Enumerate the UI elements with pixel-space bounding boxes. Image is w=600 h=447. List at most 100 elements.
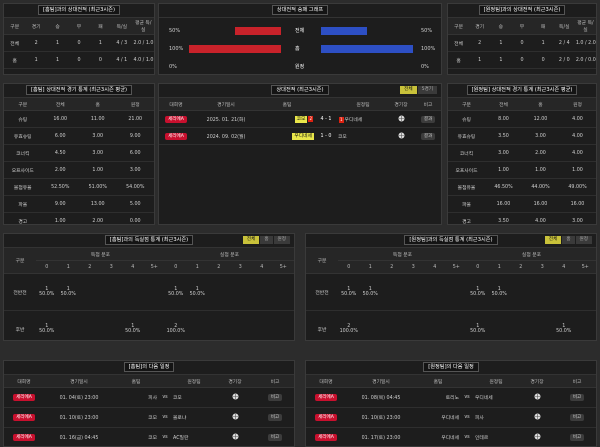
cell: 51.00% — [79, 178, 117, 196]
cell: 전체 — [448, 34, 470, 52]
cell: 0 — [68, 68, 90, 74]
tab[interactable]: 원정 — [575, 236, 592, 244]
cell: 1 — [46, 51, 69, 69]
goals-table: 구분 득점 분포 실점 분포 0 1 2 3 4 5+ 0 1 2 3 4 5+ 전반전 1 50.0% 1 50.0… — [4, 248, 294, 340]
stadium-icon[interactable] — [398, 115, 405, 122]
goals-row: 후반 2 100.0% 1 50.0% 1 50.0% — [306, 310, 596, 340]
percent: 50.0% — [491, 292, 507, 297]
cell: 1.00 — [522, 161, 559, 179]
count: 1 — [476, 286, 480, 292]
goal-cell: 1 50.0% — [488, 273, 510, 311]
row: 오프사이드 1.00 1.00 1.00 — [448, 161, 596, 179]
stadium-icon[interactable] — [232, 393, 239, 400]
goal-cell — [229, 310, 251, 340]
cell: 0 — [511, 68, 533, 74]
header-row: 구분 경기 승 무 패 득/실 평균 득/실 — [4, 18, 154, 35]
row: 코너킥 3.00 2.00 4.00 — [448, 144, 596, 162]
cell — [216, 427, 254, 446]
column-header: 원정팀 — [474, 375, 518, 388]
column-header: 원정팀 — [337, 98, 389, 111]
row: 원정10010 / 40.0 / 4.0 — [448, 68, 596, 74]
home-team: 우디네세 — [416, 427, 460, 446]
cell: 2 / 4 — [553, 34, 575, 52]
stadium-icon[interactable] — [534, 433, 541, 440]
note-button[interactable]: 비고 — [267, 434, 283, 441]
header-row: 대회명 경기일시 홈팀 원정팀 경기장 비고 — [159, 98, 441, 111]
bucket: 3 — [100, 260, 122, 274]
tab[interactable]: 전체 — [400, 86, 417, 94]
column-header: 구분 — [4, 98, 42, 111]
stadium-icon[interactable] — [534, 393, 541, 400]
stadium-icon[interactable] — [398, 132, 405, 139]
cell: 4.0 / 1.0 — [132, 51, 154, 69]
match-row: 세리에A 01. 10(토) 23:00 코모 vs 볼로냐 비고 — [4, 407, 294, 428]
panel-title: [원정팀]의 다음 일정 — [423, 362, 479, 372]
note-button[interactable]: 비고 — [267, 414, 283, 421]
column-header: 홈팀 — [114, 375, 158, 388]
h2h-matches-panel: 상대전적 (최근3시즌) 전체 5경기 대회명 경기일시 홈팀 원정팀 경기장 비고 세리에A 20… — [158, 83, 442, 225]
tab[interactable]: 전체 — [544, 236, 562, 244]
stats-table: 구분 경기 승 무 패 득/실 평균 득/실 전체 2 1 0 1 4 / 3 2.0 / 1.0 홈 1 1 0… — [4, 18, 154, 74]
note-button[interactable]: 비고 — [569, 414, 585, 421]
count: 1 — [131, 323, 135, 329]
goal-cell — [208, 310, 230, 340]
column-header: 패 — [532, 18, 554, 35]
bucket: 5+ — [445, 260, 467, 274]
home-team: 코모 — [114, 407, 158, 428]
tab[interactable]: 전체 — [242, 236, 260, 244]
bucket: 0 — [36, 260, 58, 274]
note-button[interactable]: 비고 — [569, 434, 585, 441]
result-button[interactable]: 결과 — [420, 132, 436, 140]
league: 세리에A — [13, 394, 35, 401]
goal-cell — [143, 310, 165, 340]
note-button[interactable]: 비고 — [267, 394, 283, 401]
goal-cell: 1 50.0% — [467, 310, 489, 340]
tab[interactable]: 홈 — [260, 236, 273, 244]
column-header: 전체 — [485, 98, 522, 111]
bucket: 1 — [186, 260, 208, 274]
cell: 파울 — [4, 195, 42, 213]
goal-cell — [488, 310, 510, 340]
cell: 원정 — [4, 68, 26, 74]
result-button[interactable]: 결과 — [420, 115, 436, 123]
panel-header: 상대전적 승패 그래프 — [159, 4, 441, 18]
goal-cell: 1 50.0% — [338, 273, 360, 311]
bucket: 3 — [531, 260, 553, 274]
match-row: 세리에A 01. 17(토) 23:00 우디네세 vs 인테르 비고 — [306, 427, 596, 446]
goals-row: 전반전 1 50.0% 1 50.0% 1 50.0% 1 50.0% — [306, 273, 596, 311]
cell: 1 — [89, 68, 112, 74]
cell: 비고 — [556, 387, 596, 408]
row-label: 홈 — [295, 46, 300, 52]
header-row: 구분 경기 승 무 패 득/실 평균 득/실 — [448, 18, 596, 35]
percent: 50.0% — [168, 292, 184, 297]
count: 1 — [347, 286, 351, 292]
stadium-icon[interactable] — [232, 413, 239, 420]
tab[interactable]: 5경기 — [417, 86, 437, 94]
stadium-icon[interactable] — [232, 433, 239, 440]
row: 경고 1.00 2.00 0.00 — [4, 212, 154, 224]
away-team: 코모 — [338, 134, 347, 140]
cell: 4.00 — [559, 144, 596, 162]
goal-cell — [186, 310, 208, 340]
column-header: 원정팀 — [172, 375, 216, 388]
goal-cell — [251, 310, 273, 340]
cell: 파울 — [448, 195, 485, 213]
column-header: 구분 — [448, 18, 470, 35]
goal-cell — [79, 273, 101, 311]
tab[interactable]: 홈 — [562, 236, 575, 244]
tab[interactable]: 원정 — [273, 236, 290, 244]
row: 파울 16.00 16.00 16.00 — [448, 195, 596, 213]
cell: 3.00 — [79, 144, 117, 162]
goal-cell — [359, 310, 381, 340]
header-row: 구분 전체 홈 원정 — [448, 98, 596, 111]
column-header: 평균 득/실 — [132, 18, 154, 35]
date: 01. 10(토) 23:00 — [346, 407, 416, 428]
panel-title: [홈팀]과의 득실점 통계 (최근3시즌) — [104, 235, 194, 245]
note-button[interactable]: 비고 — [569, 394, 585, 401]
stadium-icon[interactable] — [534, 413, 541, 420]
count: 1 — [66, 286, 70, 292]
goal-cell — [402, 310, 424, 340]
percent: 50.0% — [39, 292, 55, 297]
graph-row: 100% 홈 100% — [159, 42, 441, 56]
